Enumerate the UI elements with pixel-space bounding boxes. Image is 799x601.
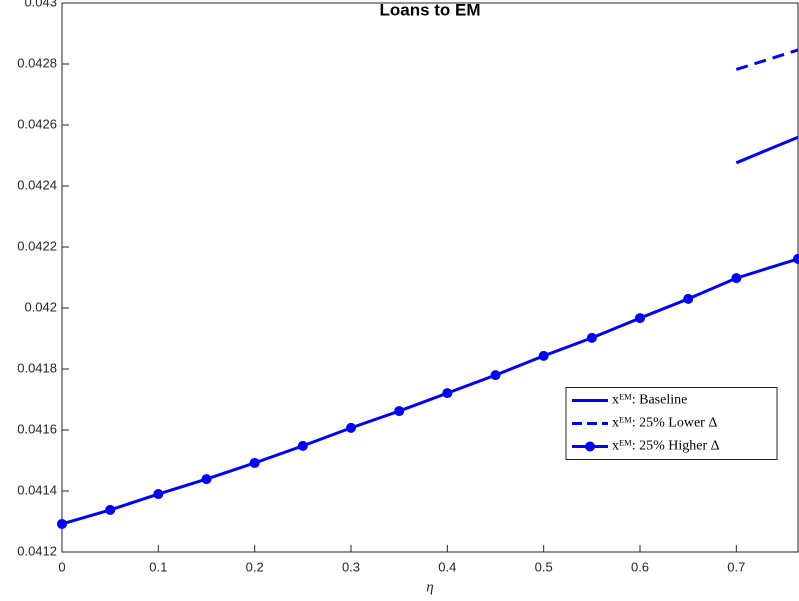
y-tick-label: 0.0424 <box>17 177 57 192</box>
y-tick-label: 0.0412 <box>17 543 57 558</box>
legend-label: xᴱᴹ: Baseline <box>612 393 687 408</box>
marker <box>297 440 308 451</box>
x-tick-label: 0.1 <box>149 559 167 574</box>
marker <box>394 406 405 417</box>
x-axis-label: η <box>426 579 433 595</box>
x-tick-label: 0.3 <box>342 559 360 574</box>
series-line <box>735 48 799 71</box>
marker <box>731 273 742 284</box>
marker <box>57 518 67 529</box>
marker <box>249 457 260 468</box>
marker <box>442 388 453 399</box>
series-line <box>735 135 799 165</box>
y-tick-label: 0.0418 <box>17 360 57 375</box>
x-tick-label: 0.2 <box>246 559 264 574</box>
x-tick-label: 0 <box>58 559 65 574</box>
x-tick-label: 0.7 <box>727 559 745 574</box>
y-tick-label: 0.0416 <box>17 421 57 436</box>
y-tick-label: 0.0414 <box>17 482 57 497</box>
x-tick-label: 0.6 <box>631 559 649 574</box>
legend-label: xᴱᴹ: 25% Lower Δ <box>612 416 717 431</box>
x-tick-label: 0.4 <box>438 559 456 574</box>
marker <box>538 350 549 361</box>
plot-frame <box>61 2 799 553</box>
marker <box>793 253 799 264</box>
legend-label: xᴱᴹ: 25% Higher Δ <box>612 439 720 454</box>
marker <box>683 293 694 304</box>
y-tick-label: 0.042 <box>24 299 57 314</box>
y-tick-label: 0.0426 <box>17 116 57 131</box>
marker <box>586 332 597 343</box>
series-line <box>61 257 799 526</box>
marker <box>201 474 212 485</box>
y-tick-label: 0.0428 <box>17 55 57 70</box>
marker <box>153 489 164 500</box>
y-tick-label: 0.043 <box>24 0 57 9</box>
chart-title: Loans to EM <box>379 0 480 19</box>
marker <box>105 504 116 515</box>
legend-marker <box>585 441 595 452</box>
marker <box>635 313 646 324</box>
y-tick-label: 0.0422 <box>17 238 57 253</box>
x-tick-label: 0.5 <box>535 559 553 574</box>
marker <box>346 422 357 433</box>
marker <box>490 370 501 381</box>
